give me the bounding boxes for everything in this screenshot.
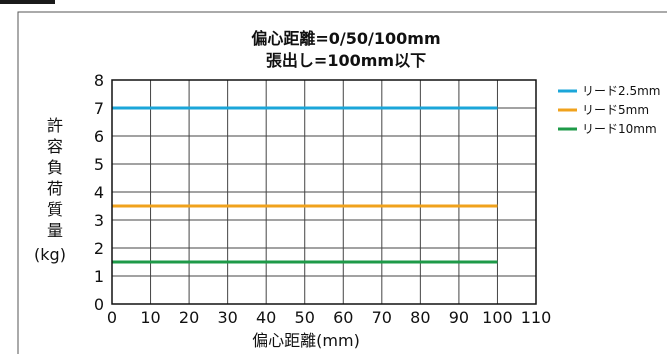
legend-item: リード10mm: [558, 122, 657, 136]
x-tick-label: 100: [482, 308, 513, 327]
y-axis-label: 許 容 負 荷 質 量 (kg): [34, 116, 66, 264]
x-tick-label: 70: [372, 308, 392, 327]
x-tick-labels: 0 10 20 30 40 50 60 70 80 90 100 110: [107, 308, 551, 327]
legend-label-3: リード10mm: [582, 122, 657, 136]
plot-frame: [111, 79, 537, 305]
x-tick-label: 10: [140, 308, 160, 327]
x-tick-label: 40: [256, 308, 276, 327]
x-axis-label: 偏心距離(mm): [252, 331, 360, 350]
y-axis-label-char: 質: [47, 200, 63, 219]
legend-item: リード2.5mm: [558, 84, 660, 98]
y-tick-label: 5: [94, 155, 104, 174]
x-tick-label: 30: [217, 308, 237, 327]
y-axis-label-char: 量: [47, 221, 63, 240]
y-axis-label-char: 容: [47, 137, 63, 156]
y-axis-label-char: 許: [47, 116, 63, 135]
y-tick-label: 6: [94, 127, 104, 146]
y-tick-label: 1: [94, 267, 104, 286]
x-tick-label: 80: [410, 308, 430, 327]
legend-label-1: リード2.5mm: [582, 84, 660, 98]
legend-item: リード5mm: [558, 103, 649, 117]
y-axis-label-char: 荷: [47, 179, 63, 198]
y-axis-label-char: 負: [47, 158, 63, 177]
grid: [112, 80, 536, 304]
x-tick-label: 50: [295, 308, 315, 327]
y-tick-labels: 0 1 2 3 4 5 6 7 8: [94, 71, 104, 314]
y-tick-label: 0: [94, 295, 104, 314]
x-tick-label: 60: [333, 308, 353, 327]
x-tick-label: 90: [449, 308, 469, 327]
y-tick-label: 8: [94, 71, 104, 90]
y-tick-label: 3: [94, 211, 104, 230]
y-tick-label: 2: [94, 239, 104, 258]
y-axis-label-unit: (kg): [34, 245, 66, 264]
header-mark: [0, 0, 55, 4]
chart-title-line-1: 偏心距離=0/50/100mm: [251, 29, 440, 48]
y-tick-label: 4: [94, 183, 104, 202]
x-tick-label: 20: [179, 308, 199, 327]
y-tick-label: 7: [94, 99, 104, 118]
chart-title-line-2: 張出し=100mm以下: [266, 51, 426, 70]
x-tick-label: 0: [107, 308, 117, 327]
x-tick-label: 110: [521, 308, 552, 327]
axes: [111, 79, 537, 305]
legend-label-2: リード5mm: [582, 103, 649, 117]
legend: リード2.5mm リード5mm リード10mm: [558, 84, 660, 136]
series-lines: [112, 106, 498, 264]
outer-frame: [17, 11, 667, 354]
